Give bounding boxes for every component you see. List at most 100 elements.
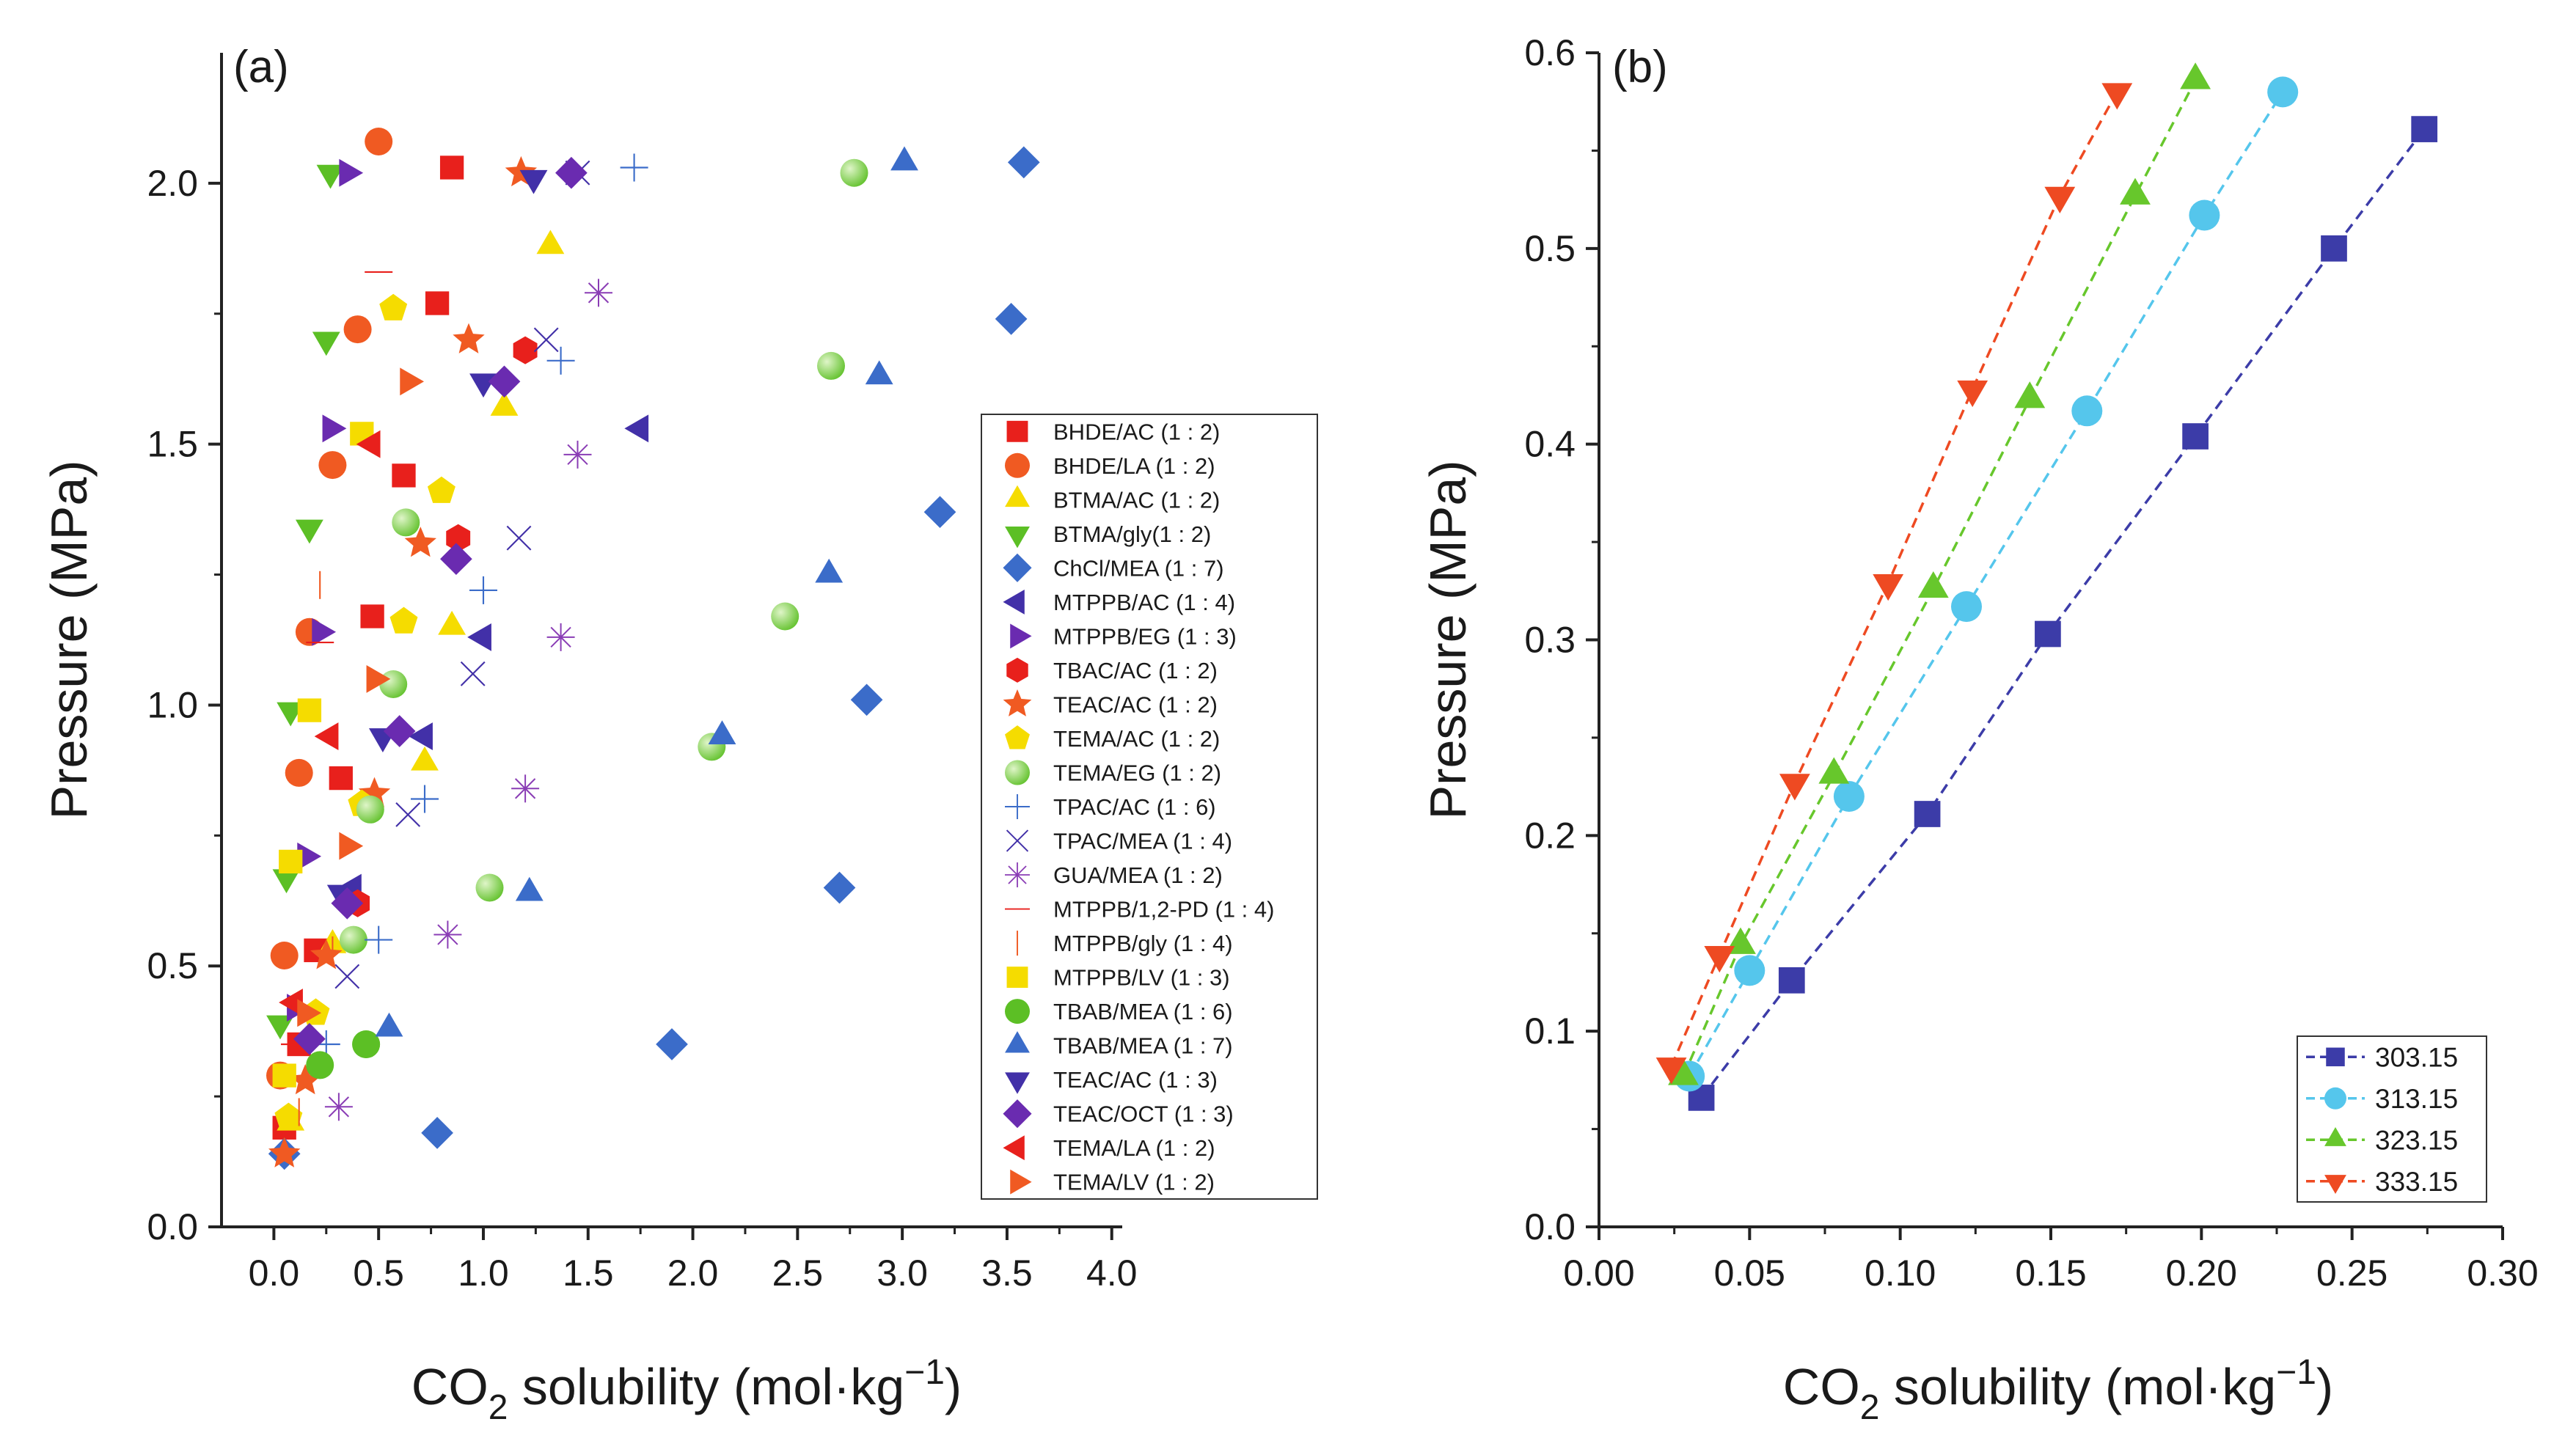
data-point bbox=[708, 720, 736, 745]
data-point bbox=[433, 920, 462, 949]
data-point bbox=[439, 155, 464, 180]
series-323.15 bbox=[1668, 62, 2211, 1085]
x-tick-label: 0.15 bbox=[2015, 1253, 2086, 1294]
x-axis-label: CO2 solubility (mol·kg−1) bbox=[411, 1353, 962, 1427]
y-tick-label: 0.3 bbox=[1524, 620, 1576, 661]
y-tick-label: 0.4 bbox=[1524, 424, 1576, 465]
data-point bbox=[427, 476, 455, 503]
legend-marker bbox=[2324, 1175, 2346, 1195]
data-point bbox=[279, 849, 303, 874]
data-point bbox=[279, 989, 303, 1016]
legend-label: TEAC/OCT (1 : 3) bbox=[1053, 1101, 1234, 1127]
data-point bbox=[339, 925, 367, 954]
series-13 bbox=[334, 160, 590, 989]
data-point bbox=[995, 303, 1028, 335]
data-point bbox=[400, 367, 425, 396]
legend-b: 303.15 313.15 323.15 333.15 bbox=[2297, 1035, 2487, 1203]
data-point bbox=[314, 722, 339, 751]
data-point bbox=[585, 279, 612, 307]
legend-label: TBAB/MEA (1 : 7) bbox=[1053, 1033, 1233, 1059]
data-point bbox=[440, 543, 472, 576]
legend-marker bbox=[1005, 1072, 1030, 1094]
x-tick-label: 0.5 bbox=[353, 1253, 404, 1294]
data-point bbox=[817, 351, 845, 380]
x-tick-label: 0.0 bbox=[249, 1253, 300, 1294]
data-point bbox=[404, 527, 436, 557]
panel-label-a: (a) bbox=[233, 42, 289, 92]
data-point bbox=[365, 925, 393, 954]
data-point bbox=[343, 315, 372, 344]
legend-marker bbox=[1005, 862, 1030, 887]
data-point bbox=[1655, 1057, 1687, 1085]
y-tick-label: 1.5 bbox=[147, 424, 198, 465]
data-point bbox=[409, 722, 433, 751]
data-point bbox=[270, 942, 299, 969]
data-point bbox=[272, 1063, 296, 1088]
legend-label: TEMA/LA (1 : 2) bbox=[1053, 1135, 1215, 1161]
data-point bbox=[469, 576, 497, 604]
data-point bbox=[366, 664, 391, 693]
legend-marker bbox=[1003, 589, 1025, 615]
series-3 bbox=[277, 230, 565, 1131]
series-15 bbox=[281, 271, 393, 1046]
data-point bbox=[490, 392, 519, 416]
data-point bbox=[2071, 395, 2103, 427]
legend-label: TEAC/AC (1 : 3) bbox=[1053, 1067, 1218, 1093]
series-5 bbox=[268, 146, 1040, 1170]
series-14 bbox=[324, 279, 612, 1121]
series-313.15 bbox=[1674, 76, 2299, 1092]
legend-label: TEMA/LV (1 : 2) bbox=[1053, 1170, 1215, 1195]
data-point bbox=[815, 558, 844, 583]
legend-label: 323.15 bbox=[2375, 1125, 2458, 1155]
data-point bbox=[453, 323, 485, 353]
x-tick-label: 0.25 bbox=[2316, 1253, 2387, 1294]
data-point bbox=[1951, 591, 1982, 623]
data-point bbox=[375, 1012, 403, 1037]
series-12 bbox=[312, 153, 648, 1058]
legend-label: BTMA/AC (1 : 2) bbox=[1053, 487, 1220, 513]
x-tick-label: 0.05 bbox=[1714, 1253, 1785, 1294]
data-point bbox=[533, 327, 559, 353]
data-point bbox=[295, 519, 323, 544]
data-point bbox=[506, 525, 532, 551]
data-point bbox=[339, 832, 364, 860]
series-6 bbox=[337, 414, 649, 902]
legend-marker bbox=[2326, 1047, 2345, 1067]
data-point bbox=[324, 1093, 353, 1121]
legend-marker bbox=[1003, 1135, 1025, 1161]
legend-marker bbox=[1005, 725, 1030, 749]
data-point bbox=[322, 414, 347, 443]
legend-marker bbox=[1005, 452, 1030, 478]
data-point bbox=[2189, 199, 2220, 231]
data-point bbox=[656, 1028, 688, 1060]
x-tick-label: 2.0 bbox=[667, 1253, 719, 1294]
legend-marker bbox=[1005, 999, 1030, 1024]
data-point bbox=[379, 670, 408, 698]
x-tick-label: 3.5 bbox=[981, 1253, 1033, 1294]
series-22 bbox=[279, 430, 381, 1016]
legend-label: MTPPB/LV (1 : 3) bbox=[1053, 965, 1230, 991]
data-point bbox=[563, 440, 592, 469]
data-point bbox=[268, 1137, 301, 1167]
y-tick-label: 0.5 bbox=[147, 945, 198, 986]
series-4 bbox=[266, 164, 345, 1040]
data-point bbox=[312, 617, 337, 646]
data-point bbox=[2182, 423, 2209, 450]
legend-marker bbox=[1005, 760, 1030, 785]
panel-b-chart: 0.0 0.1 0.2 0.3 0.4 0.5 0.6 0.00 0.05 0.10 0.15 0.2… bbox=[1419, 32, 2539, 1427]
y-tick-label: 0.0 bbox=[147, 1206, 198, 1247]
y-tick-label: 2.0 bbox=[147, 163, 198, 204]
data-point bbox=[395, 802, 421, 827]
data-point bbox=[297, 698, 322, 722]
data-point bbox=[1833, 781, 1865, 812]
data-point bbox=[316, 164, 345, 189]
series-16 bbox=[298, 571, 334, 1126]
x-axis-label: CO2 solubility (mol·kg−1) bbox=[1783, 1353, 2333, 1427]
x-tick-label: 0.30 bbox=[2467, 1253, 2538, 1294]
y-axis-label: Pressure (MPa) bbox=[40, 460, 98, 819]
series-11 bbox=[339, 158, 868, 1058]
legend-marker bbox=[1006, 967, 1028, 989]
data-point bbox=[2411, 116, 2438, 142]
legend-box bbox=[981, 414, 1318, 1200]
